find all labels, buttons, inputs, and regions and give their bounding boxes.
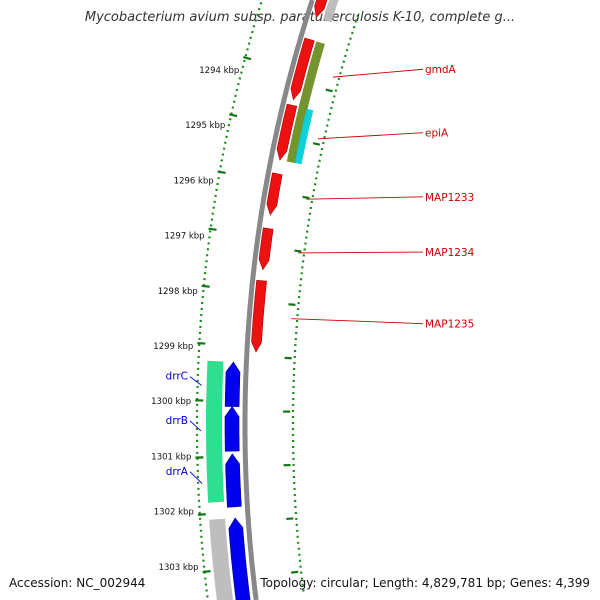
outer-tick [312,142,321,146]
leader-line-gmdA [333,68,424,78]
outer-tick [302,195,310,200]
leader-line-MAP1233 [306,196,424,200]
feature-olive[interactable] [286,41,325,164]
gene-map1234[interactable] [258,227,274,271]
kbp-tick-label: 1298 kbp [158,287,198,297]
feature-cyan[interactable] [294,108,314,165]
gene-label-drrc[interactable]: drrC [166,371,188,383]
kbp-tick-1302 [197,513,206,516]
outer-tick [288,303,296,306]
kbp-tick-label: 1294 kbp [199,66,239,76]
gene-drrb[interactable] [224,405,240,452]
feature-top-gray[interactable] [322,0,340,23]
leader-line-MAP1234 [298,251,424,254]
kbp-tick-1294 [243,56,252,61]
kbp-tick-label: 1295 kbp [185,121,225,131]
gene-label-map1234[interactable]: MAP1234 [425,247,475,259]
genome-backbone [242,0,315,600]
map-ring-dots [195,0,360,600]
gene-label-epia[interactable]: epiA [425,128,449,140]
gene-map1235[interactable] [251,279,267,353]
outer-tick [291,570,299,574]
kbp-tick-1296 [217,170,226,175]
leader-line-epiA [317,132,424,140]
gene-label-layer: gmdA epiA MAP1233 MAP1234 MAP1235 drrC drrB drr… [166,64,475,484]
leader-line-MAP1235 [291,318,424,325]
kbp-tick-label: 1301 kbp [151,452,191,462]
kbp-tick-label: 1303 kbp [159,563,199,573]
leader-line-drrA [189,471,203,484]
kbp-scale: 1294 kbp 1295 kbp 1296 kbp 1297 kbp 1298 kbp… [151,56,333,574]
gene-gmda[interactable] [290,37,315,101]
gene-drrc[interactable] [224,361,241,407]
map-title: Mycobacterium avium subsp. paratuberculo… [84,10,516,25]
gene-label-drrb[interactable]: drrB [166,415,188,427]
outer-tick [325,88,333,93]
feature-track-layer [206,0,340,600]
gene-unlabeled-top-forward[interactable] [314,0,328,19]
gene-epia[interactable] [276,103,298,161]
feature-green-drr[interactable] [206,360,225,503]
topology-text: Topology: circular; Length: 4,829,781 bp… [260,576,590,590]
kbp-tick-1297 [208,227,217,231]
kbp-tick-label: 1296 kbp [174,176,214,186]
kbp-tick-1303 [202,570,211,574]
gene-label-map1235[interactable]: MAP1235 [425,319,474,331]
accession-text: Accession: NC_002944 [9,576,146,590]
kbp-tick-label: 1302 kbp [154,508,194,518]
leader-line-drrC [189,376,202,386]
kbp-tick-1298 [201,284,210,288]
gene-map1233[interactable] [266,172,283,216]
feature-gray-bottom[interactable] [209,518,234,600]
gene-layer [224,0,328,600]
kbp-tick-1295 [229,113,238,118]
gene-drra[interactable] [225,453,242,508]
outer-tick [294,249,302,253]
kbp-tick-label: 1297 kbp [165,232,205,242]
gene-label-gmda[interactable]: gmdA [425,64,457,76]
leader-line-drrB [189,420,202,432]
kbp-tick-label: 1300 kbp [151,397,191,407]
kbp-tick-label: 1299 kbp [153,342,193,352]
gene-label-map1233[interactable]: MAP1233 [425,192,474,204]
gene-unlabeled-bottom-reverse[interactable] [228,517,251,600]
gene-label-drra[interactable]: drrA [166,466,189,478]
backbone-line [242,0,315,600]
